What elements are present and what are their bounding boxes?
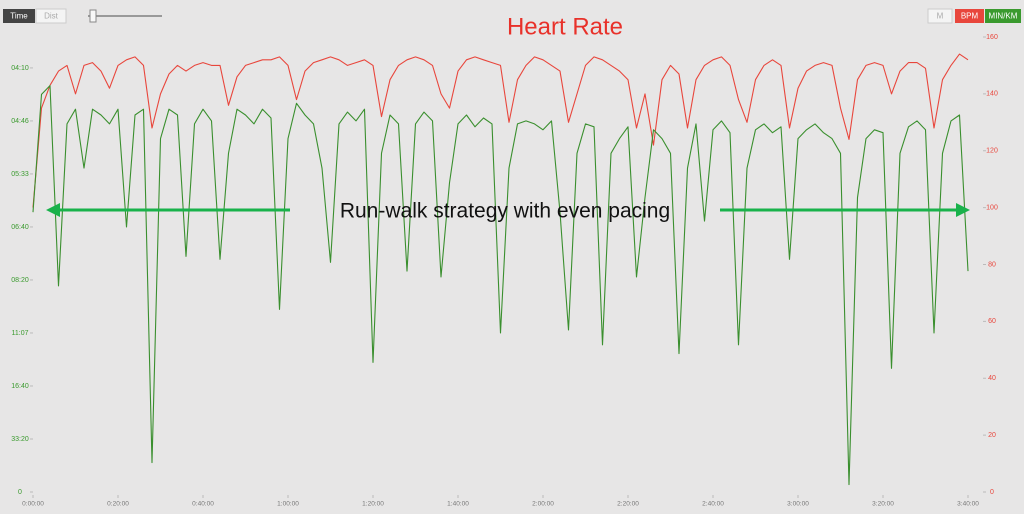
minkm-button[interactable]	[985, 9, 1021, 23]
time-button[interactable]	[3, 9, 35, 23]
series-line	[32, 53, 969, 208]
y-tick-label: 08:20	[11, 277, 29, 284]
bpm-label: BPM	[961, 12, 979, 21]
y2-tick-label: 0	[990, 489, 994, 496]
y2-tick-label: 140	[986, 91, 998, 98]
minkm-label: MIN/KM	[989, 12, 1018, 21]
y-tick-label: 16:40	[11, 383, 29, 390]
x-tick-label: 3:20:00	[872, 501, 894, 508]
slider-handle[interactable]	[89, 9, 97, 23]
y2-tick-label: 100	[986, 204, 998, 211]
annotation: Run-walk strategy with even pacing	[340, 200, 670, 223]
dist-label: Dist	[44, 12, 59, 21]
x-tick-label: 3:00:00	[787, 501, 809, 508]
x-tick-label: 2:20:00	[617, 501, 639, 508]
x-tick-label: 2:00:00	[532, 501, 554, 508]
chart-title: Heart Rate	[507, 13, 623, 40]
x-tick-label: 2:40:00	[702, 501, 724, 508]
y-tick-label: 04:46	[11, 118, 29, 125]
time-label: Time	[10, 12, 28, 21]
arrow-left-head	[46, 203, 60, 217]
m-label: M	[937, 12, 944, 21]
arrow-right-head	[956, 203, 970, 217]
bpm-button[interactable]	[955, 9, 984, 23]
x-tick-label: 0:00:00	[22, 501, 44, 508]
m-button[interactable]	[927, 8, 953, 24]
y2-tick-label: 80	[988, 261, 996, 268]
y-tick-label: 05:33	[11, 171, 29, 178]
x-tick-label: 1:20:00	[362, 501, 384, 508]
y2-tick-label: 60	[988, 318, 996, 325]
y2-tick-label: 120	[986, 148, 998, 155]
series-line	[32, 85, 969, 486]
y-tick-label: 33:20	[11, 436, 29, 443]
y-tick-label: 06:40	[11, 224, 29, 231]
x-tick-label: 0:20:00	[107, 501, 129, 508]
dist-button[interactable]	[35, 8, 67, 24]
x-tick-label: 1:40:00	[447, 501, 469, 508]
y-tick-label: 11:07	[12, 330, 29, 337]
y-tick-label: 0	[18, 489, 22, 496]
y2-tick-label: 160	[986, 34, 998, 41]
x-tick-label: 3:40:00	[957, 501, 979, 508]
x-tick-label: 0:40:00	[192, 501, 214, 508]
x-tick-label: 1:00:00	[277, 501, 299, 508]
y-tick-label: 04:10	[11, 65, 29, 72]
y2-tick-label: 40	[988, 375, 996, 382]
y2-tick-label: 20	[988, 432, 996, 439]
